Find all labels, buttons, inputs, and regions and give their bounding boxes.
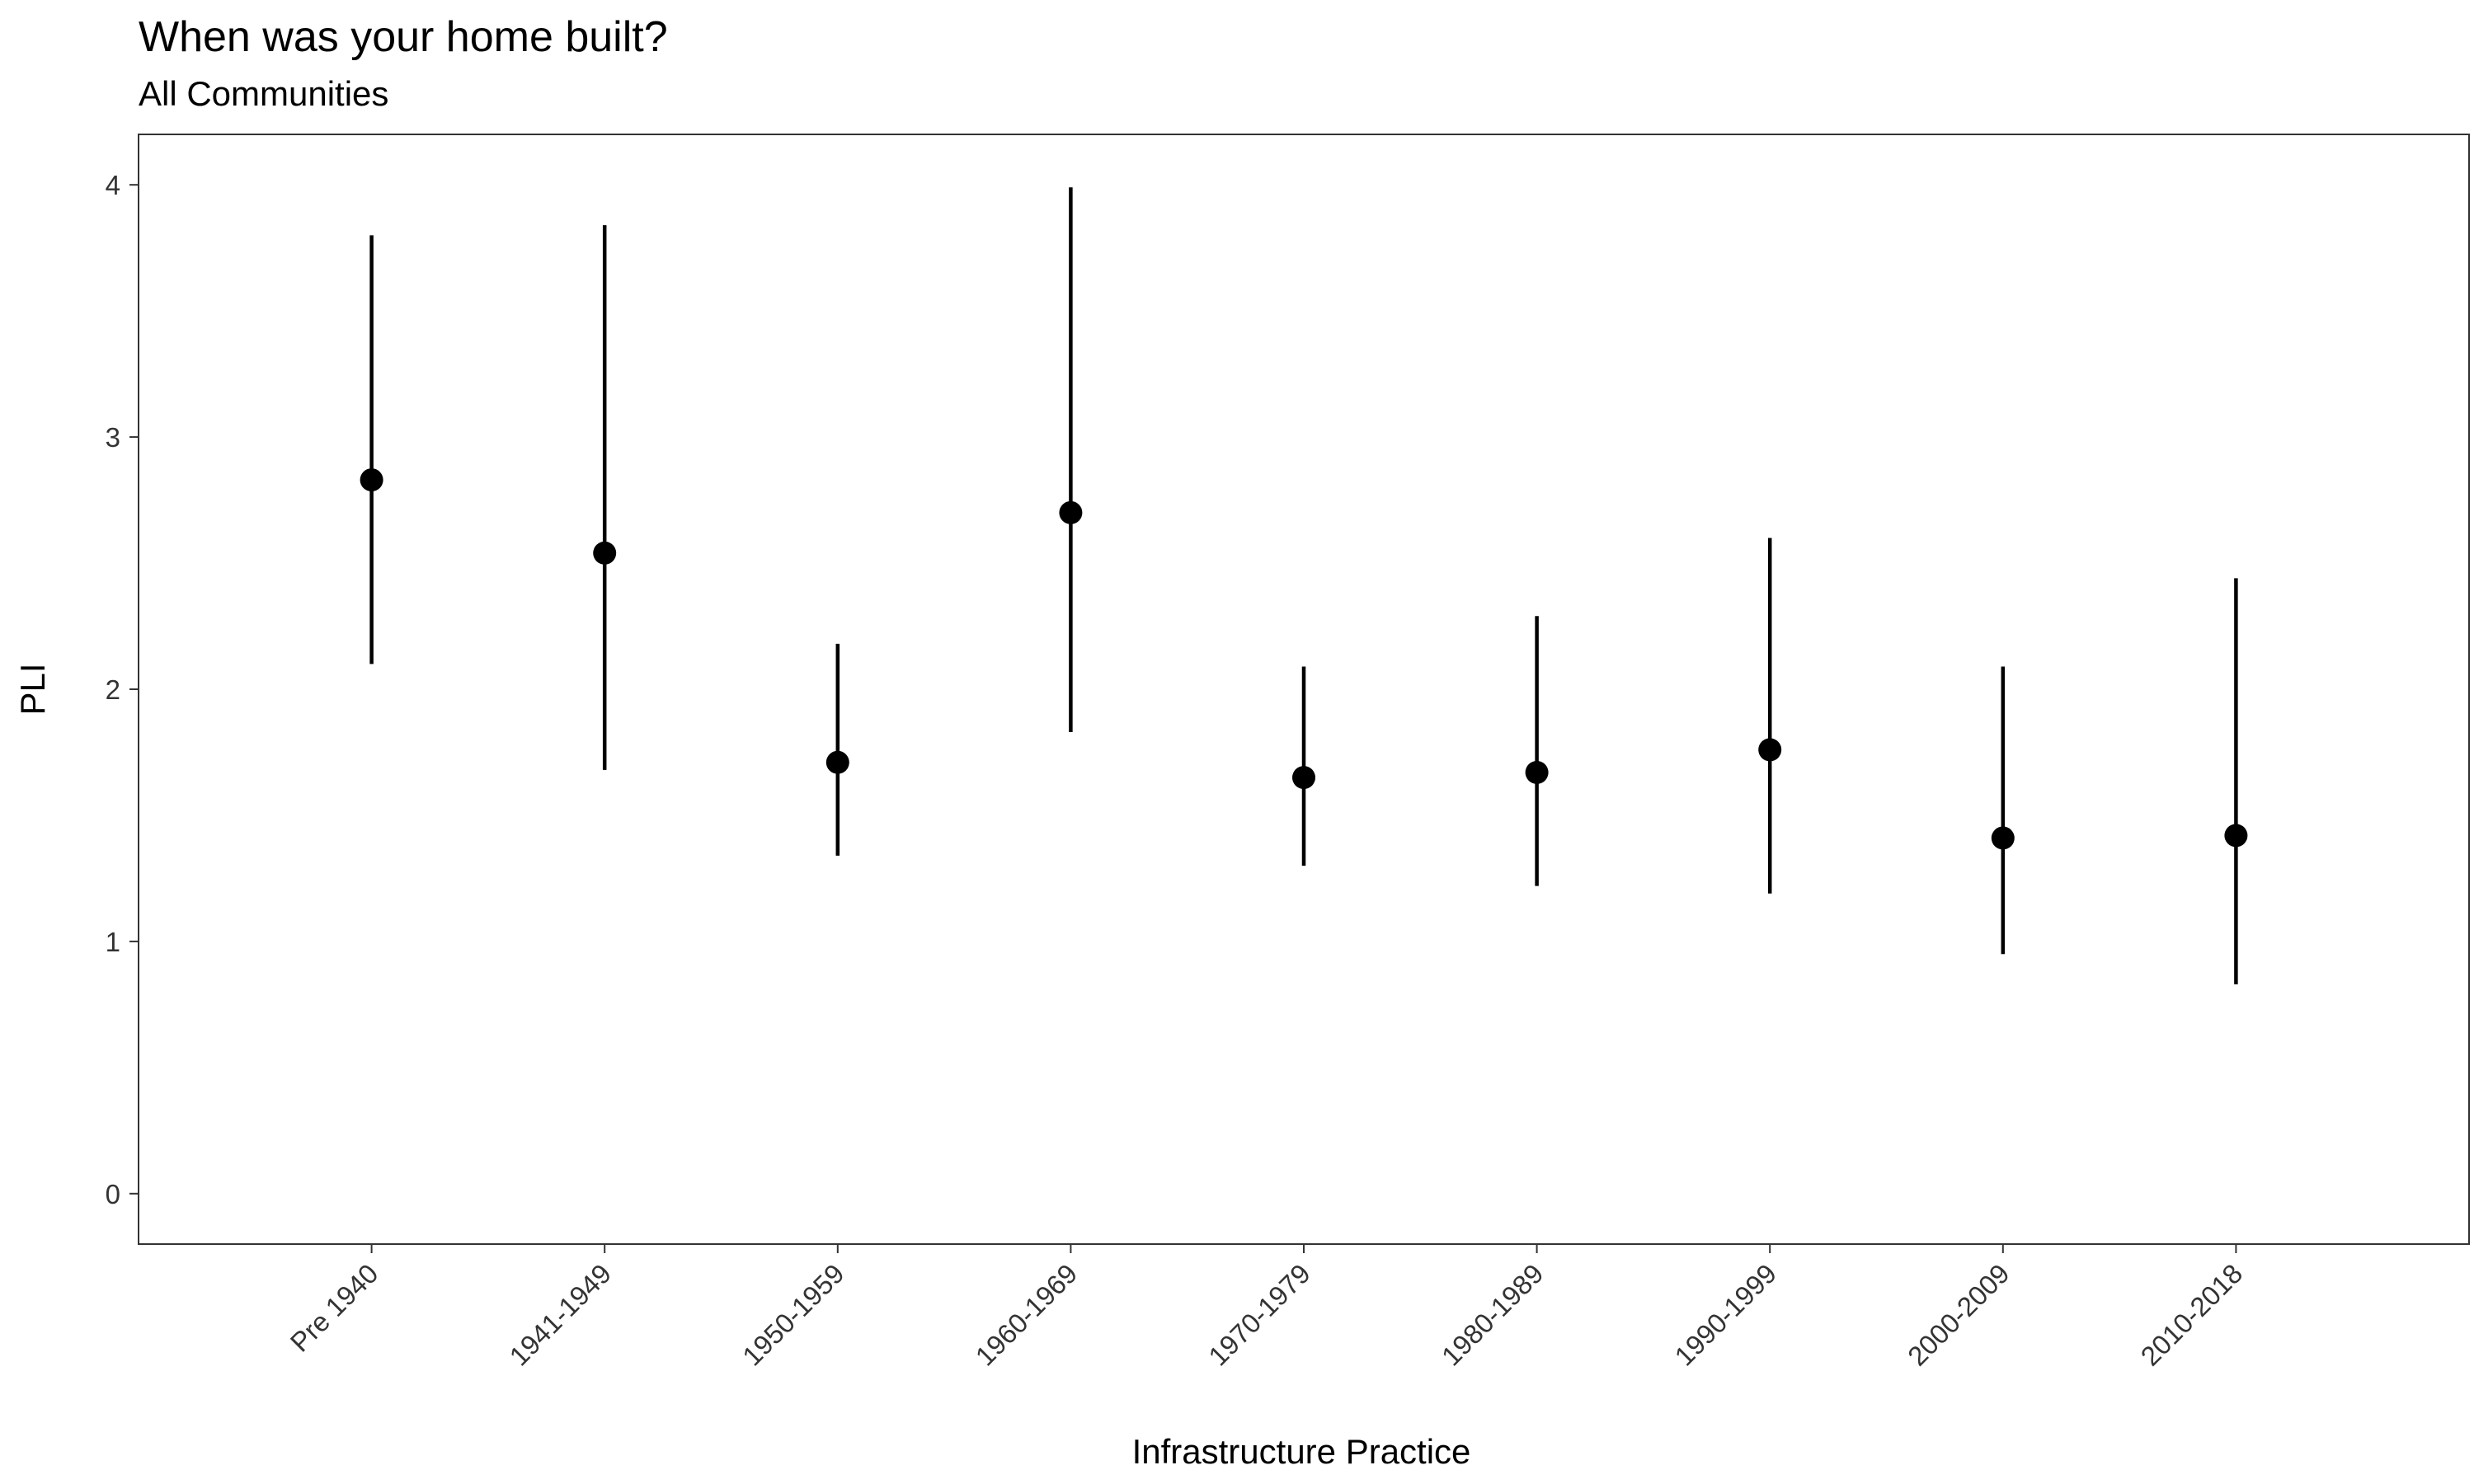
y-axis-title: PLI (13, 663, 52, 715)
x-axis-title: Infrastructure Practice (1132, 1432, 1471, 1471)
data-point (825, 750, 849, 774)
chart-subtitle: All Communities (139, 74, 388, 113)
x-tick-label: 1980-1989 (1436, 1258, 1550, 1372)
y-tick-label: 0 (106, 1179, 120, 1209)
data-point (1292, 766, 1315, 790)
data-point (1525, 760, 1549, 784)
y-tick-label: 2 (106, 674, 120, 705)
x-tick-label: 2010-2018 (2135, 1258, 2249, 1372)
data-point (2224, 824, 2248, 848)
data-point (360, 468, 383, 492)
data-marks (360, 187, 2248, 984)
y-tick-label: 3 (106, 422, 120, 453)
data-point (1059, 500, 1083, 524)
x-tick-label: 1960-1969 (970, 1258, 1084, 1372)
data-point (1991, 826, 2015, 850)
x-tick-label: 1990-1999 (1668, 1258, 1782, 1372)
x-axis: Pre 1940 1941-1949 1950-1959 1960-1969 1970-… (285, 1244, 2249, 1372)
x-tick-label: Pre 1940 (285, 1258, 384, 1358)
y-axis: 0 1 2 3 4 (106, 170, 139, 1209)
data-point (593, 541, 617, 565)
x-tick-label: 1941-1949 (503, 1258, 617, 1372)
chart-title: When was your home built? (139, 13, 668, 61)
x-tick-label: 2000-2009 (1902, 1258, 2015, 1372)
data-point (1758, 738, 1782, 762)
y-tick-label: 1 (106, 927, 120, 957)
x-tick-label: 1950-1959 (736, 1258, 850, 1372)
y-tick-label: 4 (106, 170, 120, 200)
x-tick-label: 1970-1979 (1202, 1258, 1316, 1372)
